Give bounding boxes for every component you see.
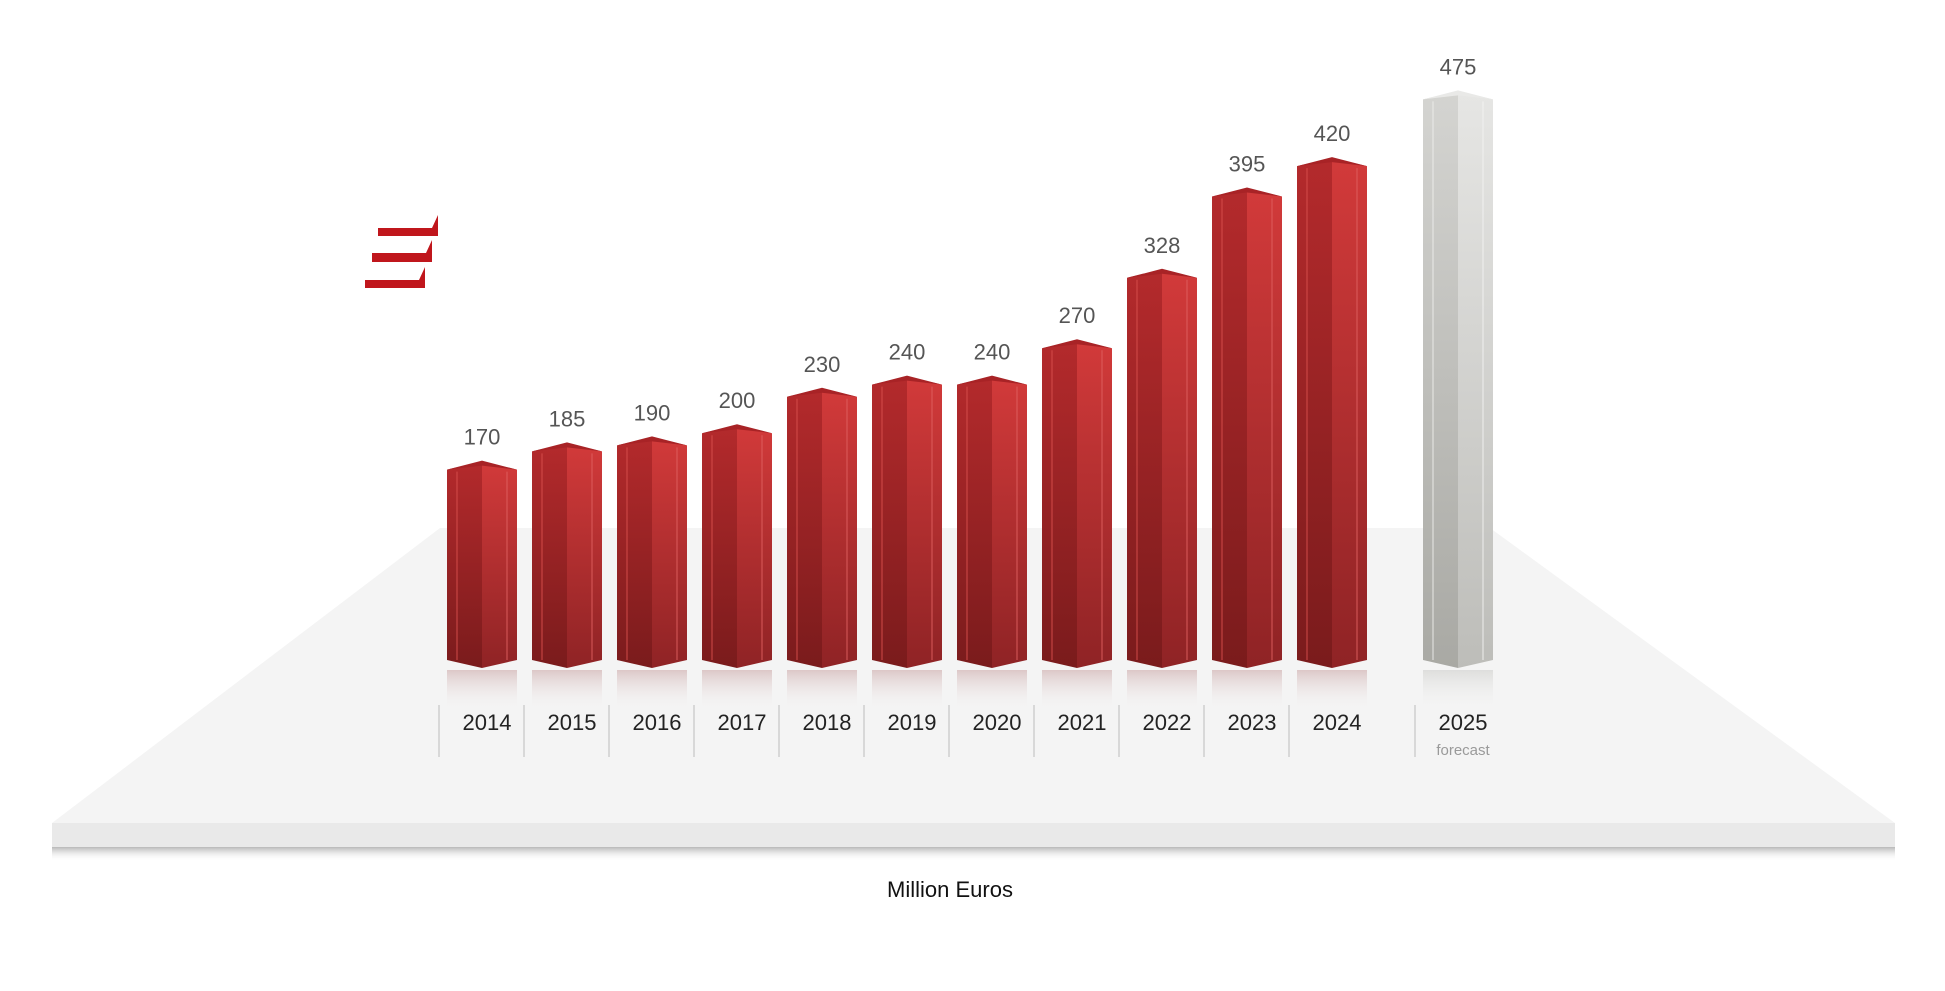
bar-2022 [1127, 268, 1197, 710]
bar-top-cap [787, 387, 857, 397]
bar-reflection [1423, 670, 1493, 710]
bars [447, 90, 1493, 710]
bar-2015 [532, 442, 602, 710]
forecast-note: forecast [1436, 742, 1490, 759]
bar-left-face [447, 461, 482, 668]
bar-left-face [1297, 158, 1332, 668]
value-label-2025: 475 [1440, 54, 1477, 79]
year-labels: 2014 2015 2016 2017 2018 2019 2020 2021 2022 2023… [463, 710, 1488, 735]
value-label-2023: 395 [1229, 151, 1266, 176]
bar-2023 [1212, 187, 1282, 710]
bar-2018 [787, 387, 857, 710]
bar-top-cap [872, 375, 942, 385]
bar-2020 [957, 375, 1027, 710]
value-label-2017: 200 [719, 388, 756, 413]
bar-right-face [1458, 91, 1493, 669]
bar-right-face [737, 425, 772, 668]
bar-right-face [907, 376, 942, 668]
bar-reflection [1127, 670, 1197, 710]
value-label-2019: 240 [889, 340, 926, 365]
bar-reflection [1297, 670, 1367, 710]
bar-right-face [992, 376, 1027, 668]
bar-left-face [1423, 91, 1458, 669]
bar-left-face [787, 388, 822, 668]
bar-right-face [652, 437, 687, 668]
value-label-2018: 230 [804, 352, 841, 377]
year-label-2025: 2025 [1439, 710, 1488, 735]
bar-reflection [1212, 670, 1282, 710]
bar-top-cap [447, 460, 517, 470]
bar-reflection [957, 670, 1027, 710]
bar-top-cap [1423, 90, 1493, 100]
year-label-2019: 2019 [888, 710, 937, 735]
bar-top-cap [1042, 339, 1112, 349]
platform-front [52, 823, 1895, 847]
value-label-2020: 240 [974, 340, 1011, 365]
bar-top-cap [532, 442, 602, 452]
bar-left-face [1127, 269, 1162, 668]
value-label-2014: 170 [464, 425, 501, 450]
bar-2021 [1042, 339, 1112, 710]
bar-right-face [482, 461, 517, 668]
bar-2016 [617, 436, 687, 710]
bar-reflection [617, 670, 687, 710]
bar-reflection [532, 670, 602, 710]
year-label-2023: 2023 [1228, 710, 1277, 735]
value-label-2021: 270 [1059, 303, 1096, 328]
bar-right-face [1247, 188, 1282, 668]
unit-label: Million Euros [887, 877, 1013, 902]
value-labels: 170 185 190 200 230 240 240 270 328 395 420 475 [464, 54, 1477, 449]
bar-right-face [1332, 158, 1367, 668]
bar-reflection [787, 670, 857, 710]
bar-right-face [822, 388, 857, 668]
year-label-2024: 2024 [1313, 710, 1362, 735]
bar-right-face [1162, 269, 1197, 668]
bar-left-face [702, 425, 737, 668]
year-label-2022: 2022 [1143, 710, 1192, 735]
bar-2017 [702, 424, 772, 710]
bar-left-face [872, 376, 907, 668]
year-label-2021: 2021 [1058, 710, 1107, 735]
year-label-2014: 2014 [463, 710, 512, 735]
bar-top-cap [1297, 157, 1367, 167]
bar-left-face [532, 443, 567, 668]
bar-left-face [1212, 188, 1247, 668]
bar-top-cap [957, 375, 1027, 385]
value-label-2015: 185 [549, 406, 586, 431]
year-dividers [438, 705, 1416, 757]
bar-2019 [872, 375, 942, 710]
value-label-2022: 328 [1144, 233, 1181, 258]
year-label-2018: 2018 [803, 710, 852, 735]
value-label-2016: 190 [634, 400, 671, 425]
bar-reflection [1042, 670, 1112, 710]
logo [365, 215, 438, 288]
bar-right-face [1077, 340, 1112, 668]
bar-right-face [567, 443, 602, 668]
bar-reflection [702, 670, 772, 710]
year-label-2020: 2020 [973, 710, 1022, 735]
bar-2014 [447, 460, 517, 710]
bar-left-face [957, 376, 992, 668]
bar-top-cap [1127, 268, 1197, 278]
bar-2024 [1297, 157, 1367, 710]
bar-left-face [617, 437, 652, 668]
year-label-2017: 2017 [718, 710, 767, 735]
bar-top-cap [617, 436, 687, 446]
bar-top-cap [702, 424, 772, 434]
value-label-2024: 420 [1314, 121, 1351, 146]
bar-reflection [872, 670, 942, 710]
year-label-2016: 2016 [633, 710, 682, 735]
bar-top-cap [1212, 187, 1282, 197]
year-label-2015: 2015 [548, 710, 597, 735]
bar-left-face [1042, 340, 1077, 668]
platform-shadow [52, 847, 1895, 861]
bar-reflection [447, 670, 517, 710]
bar-2025 [1423, 90, 1493, 710]
